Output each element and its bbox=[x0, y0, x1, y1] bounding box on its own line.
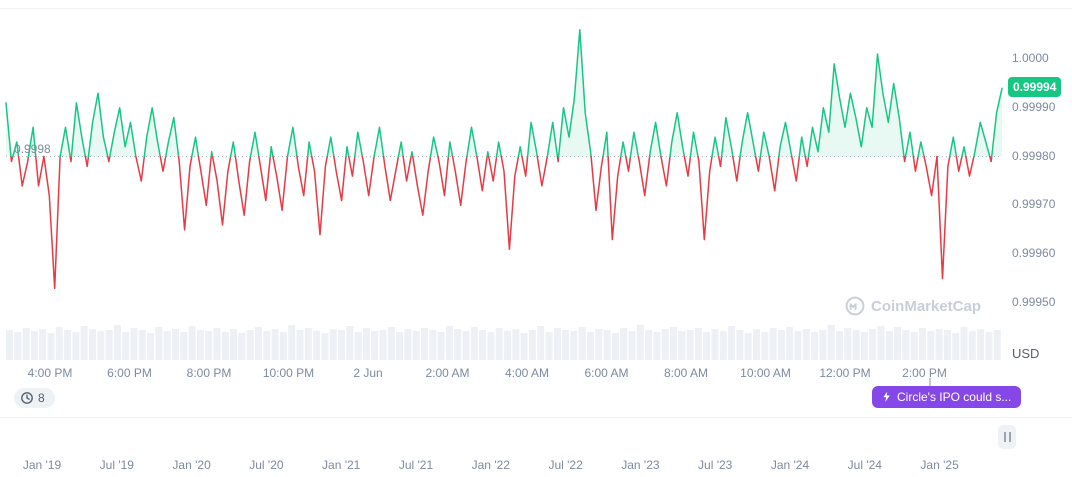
price-chart-svg[interactable] bbox=[0, 0, 1010, 365]
time-axis-label: 2:00 PM bbox=[902, 366, 947, 380]
price-axis-label: 0.99960 bbox=[1012, 246, 1056, 261]
top-border-line bbox=[0, 8, 1072, 9]
timeline-date-label: Jul '21 bbox=[398, 458, 434, 472]
timeline-date-label: Jul '24 bbox=[847, 458, 882, 472]
time-axis-label: 4:00 AM bbox=[504, 366, 550, 380]
price-axis-label: 0.99950 bbox=[1012, 295, 1056, 309]
currency-unit-label: USD bbox=[1012, 346, 1040, 361]
timeline-date-label: Jan '22 bbox=[471, 458, 510, 472]
event-marker-line bbox=[929, 378, 931, 387]
time-axis-label: 12:00 PM bbox=[819, 366, 871, 380]
price-axis-label: 1.0000 bbox=[1012, 51, 1049, 65]
price-axis-label: 0.99980 bbox=[1012, 148, 1056, 163]
timeline-divider bbox=[0, 417, 1072, 418]
coinmarketcap-logo-icon bbox=[845, 296, 865, 316]
baseline-price-label: 0.9998 bbox=[14, 142, 51, 156]
events-count-badge[interactable]: 8 bbox=[14, 388, 55, 408]
timeline-date-label: Jan '20 bbox=[172, 458, 211, 472]
watermark-text: CoinMarketCap bbox=[871, 297, 982, 315]
event-annotation-label: Circle's IPO could s... bbox=[897, 390, 1012, 404]
timeline-date-label: Jan '23 bbox=[621, 458, 660, 472]
time-axis-label: 10:00 PM bbox=[262, 366, 315, 380]
drag-handle-bars-icon bbox=[1003, 432, 1011, 442]
timeline-date-label: Jan '25 bbox=[920, 458, 959, 472]
timeline-date-label: Jan '24 bbox=[770, 458, 810, 472]
current-price-badge: 0.99994 bbox=[1008, 77, 1062, 98]
lightning-bolt-icon bbox=[883, 391, 890, 402]
time-axis-label: 2:00 AM bbox=[425, 366, 470, 380]
timeline-date-label: Jan '19 bbox=[22, 458, 62, 472]
price-axis-label: 0.99970 bbox=[1012, 197, 1056, 212]
time-axis-label: 2 Jun bbox=[353, 366, 383, 380]
time-axis-label: 8:00 AM bbox=[663, 366, 709, 380]
price-axis-label: 0.99990 bbox=[1012, 99, 1056, 114]
time-axis-label: 6:00 PM bbox=[107, 366, 152, 380]
coinmarketcap-watermark: CoinMarketCap bbox=[845, 296, 981, 316]
timeline-date-label: Jan '21 bbox=[322, 458, 361, 472]
events-count-label: 8 bbox=[38, 391, 45, 405]
time-axis-label: 8:00 PM bbox=[186, 366, 232, 380]
price-axis: 0.99994 USD 1.0000 0.99990 0.99980 0.99970 0… bbox=[1008, 0, 1072, 365]
timeline-drag-handle[interactable] bbox=[998, 425, 1016, 449]
time-axis-label: 10:00 AM bbox=[740, 366, 791, 380]
timeline-date-label: Jul '19 bbox=[99, 458, 134, 472]
event-annotation-badge[interactable]: Circle's IPO could s... bbox=[872, 386, 1022, 408]
timeline-date-label: Jul '23 bbox=[698, 458, 733, 472]
timeline-date-label: Jul '22 bbox=[548, 458, 583, 472]
time-axis-label: 6:00 AM bbox=[584, 366, 629, 380]
history-clock-icon bbox=[21, 392, 33, 404]
time-axis: 4:00 PM 6:00 PM 8:00 PM 10:00 PM 2 Jun 2:00 A… bbox=[0, 366, 1010, 386]
timeline-date-label: Jul '20 bbox=[249, 458, 284, 472]
time-axis-label: 4:00 PM bbox=[27, 366, 73, 380]
date-range-selector[interactable]: Jan '19 Jul '19 Jan '20 Jul '20 Jan '21 Jul '… bbox=[0, 418, 1072, 477]
